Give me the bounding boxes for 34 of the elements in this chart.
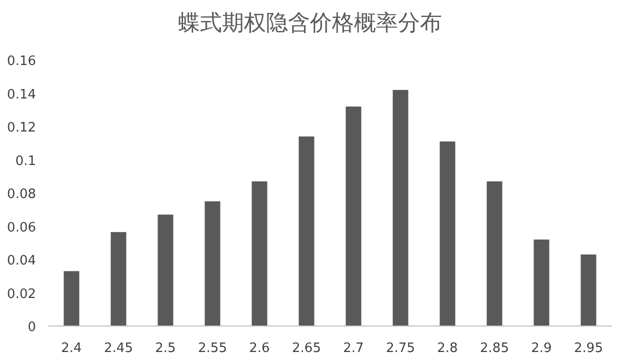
bar [346, 106, 362, 326]
bar [298, 136, 314, 326]
y-tick-label: 0.16 [7, 54, 36, 69]
bar [64, 271, 80, 326]
x-tick-label: 2.45 [104, 341, 133, 356]
x-tick-label: 2.7 [343, 341, 364, 356]
y-tick-label: 0.08 [7, 187, 36, 202]
x-tick-label: 2.95 [574, 341, 603, 356]
bar [158, 214, 174, 326]
y-tick-label: 0.06 [7, 220, 36, 236]
x-tick-label: 2.8 [437, 341, 458, 356]
y-tick-label: 0.04 [7, 254, 36, 268]
x-tick-label: 2.85 [480, 341, 509, 356]
x-tick-label: 2.75 [386, 341, 415, 356]
x-tick-label: 2.5 [155, 341, 176, 356]
chart-title: 蝶式期权隐含价格概率分布 [178, 11, 442, 36]
y-tick-label: 0.14 [7, 87, 36, 102]
x-tick-label: 2.9 [531, 341, 552, 356]
bar [204, 201, 220, 326]
y-tick-label: 0 [28, 320, 36, 335]
y-tick-label: 0.1 [15, 154, 36, 169]
bar [534, 240, 550, 326]
x-tick-label: 2.55 [198, 341, 227, 356]
y-tick-label: 0.12 [7, 120, 36, 136]
x-tick-label: 2.65 [292, 341, 321, 356]
bar [440, 141, 456, 326]
x-tick-label: 2.6 [249, 341, 270, 356]
y-tick-label: 0.02 [7, 286, 36, 302]
bar [110, 232, 126, 326]
x-tick-label: 2.4 [61, 341, 82, 356]
bar [252, 181, 268, 326]
bar [486, 181, 502, 326]
bar [580, 254, 596, 326]
bar [392, 90, 408, 326]
